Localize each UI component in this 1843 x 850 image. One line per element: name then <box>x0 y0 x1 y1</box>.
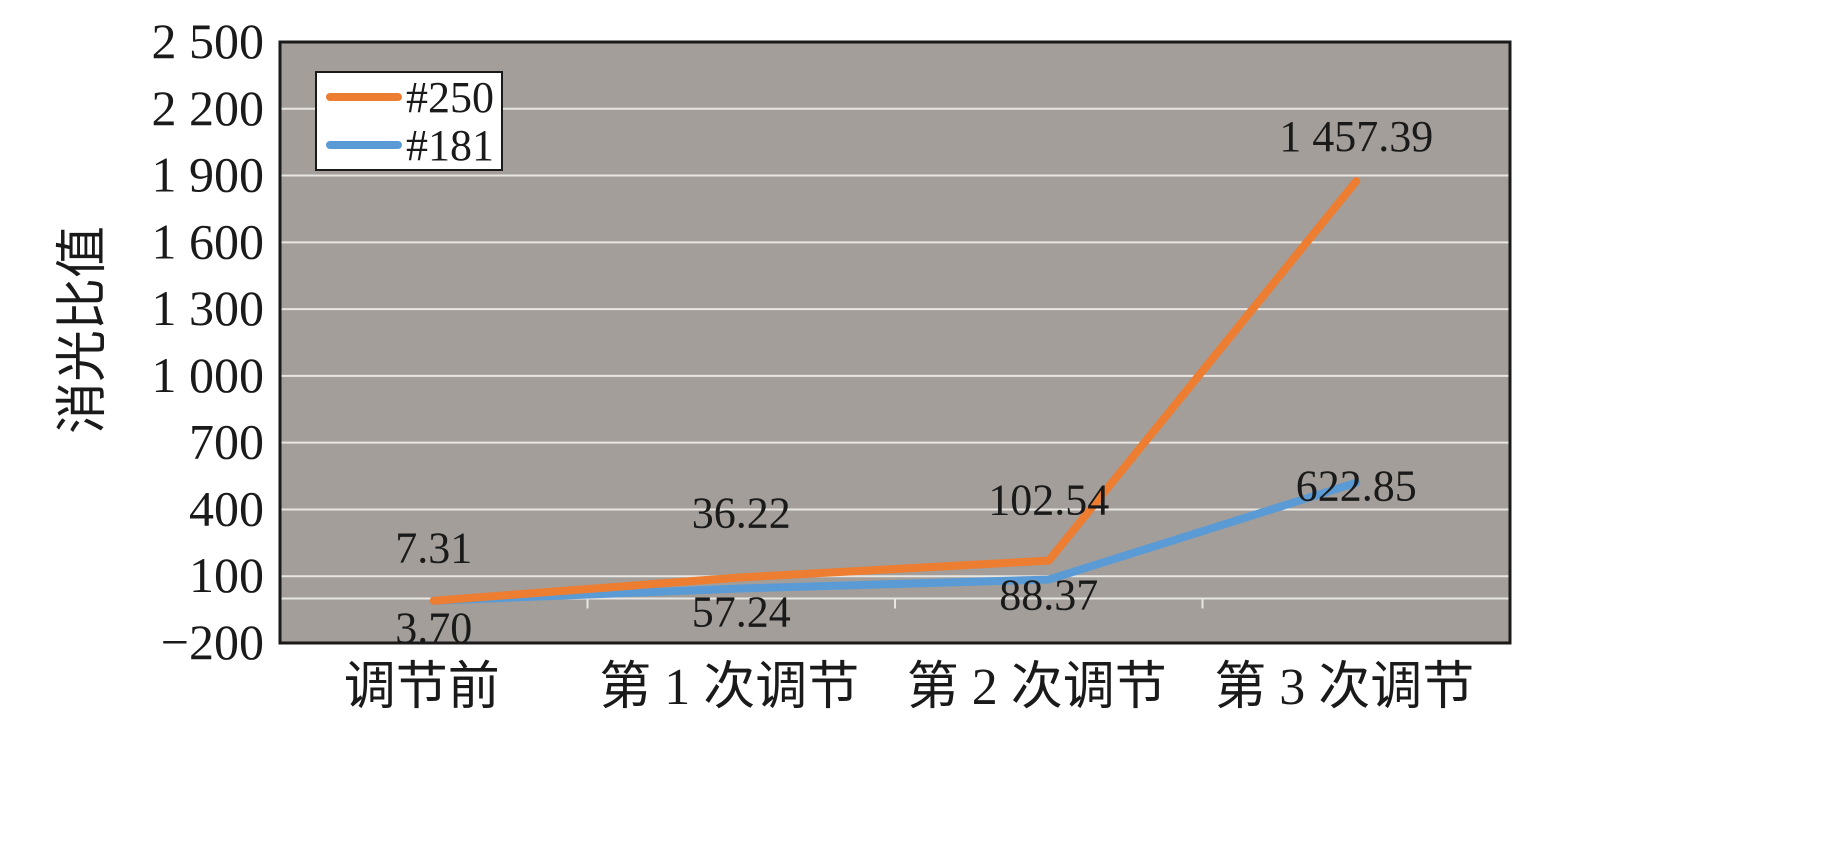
legend-box <box>315 71 503 171</box>
data-label: 36.22 <box>692 488 791 537</box>
y-tick-label: 1 300 <box>152 280 265 336</box>
series-line <box>429 177 1361 605</box>
y-tick-label: 2 500 <box>152 13 265 69</box>
y-tick-labels: −200 100 400 700 1 000 1 300 1 600 1 900 2 200 2 … <box>152 13 265 670</box>
data-label: 57.24 <box>692 587 791 636</box>
x-category-labels: 调节前 第 1 次调节第 2 次调节第 3 次调节 <box>344 659 1475 716</box>
data-label: 622.85 <box>1296 462 1417 511</box>
y-tick-label: 1 600 <box>152 213 265 269</box>
legend-label: #250 <box>406 73 494 122</box>
x-tick-label: 第 2 次调节 <box>907 659 1167 716</box>
y-tick-label: 1 900 <box>152 147 265 203</box>
legend: #250#181 <box>315 71 503 171</box>
y-tick-label: 700 <box>189 414 264 470</box>
data-label: 7.31 <box>395 524 472 573</box>
y-tick-label: 1 000 <box>152 347 265 403</box>
y-tick-label: 400 <box>189 480 264 536</box>
y-tick-label: −200 <box>161 614 264 670</box>
series-line <box>429 478 1361 605</box>
series-lines <box>429 177 1361 605</box>
data-label: 102.54 <box>988 476 1109 525</box>
legend-label: #181 <box>406 121 494 170</box>
x-tick-label: 第 1 次调节 <box>599 659 859 716</box>
x-tick-label: 调节前 <box>344 659 500 716</box>
y-tick-label: 100 <box>189 547 264 603</box>
y-axis-label: 消光比值 <box>53 226 113 434</box>
plot-border <box>278 40 1512 645</box>
data-label: 88.37 <box>999 571 1098 620</box>
data-label: 3.70 <box>395 604 472 653</box>
data-label: 1 457.39 <box>1279 112 1433 161</box>
x-tick-label: 第 3 次调节 <box>1214 659 1474 716</box>
data-labels: 7.31 36.22 102.54 1 457.39 3.70 57.24 88.37 622… <box>395 112 1433 653</box>
y-tick-label: 2 200 <box>152 80 265 136</box>
